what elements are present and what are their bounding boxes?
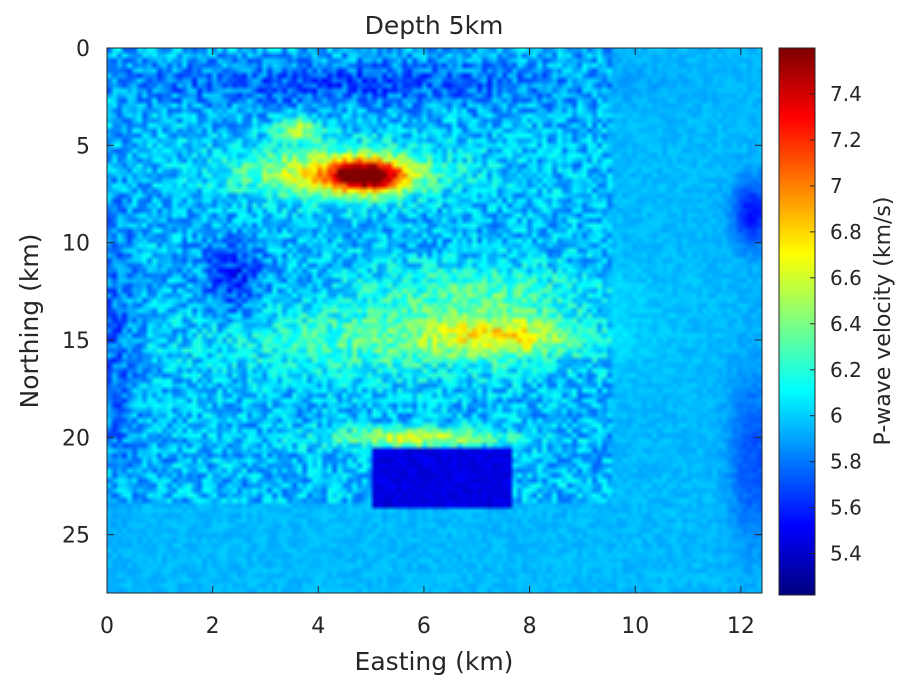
colorbar-tick-label: 7.4	[830, 82, 862, 106]
colorbar: 5.4 5.6 5.8 6 6.2 6.4 6.6 6.8 7 7.2 7.4	[778, 47, 862, 596]
y-tick-label: 0	[76, 37, 90, 62]
colorbar-tick-label: 6.2	[830, 358, 862, 382]
colorbar-tick-label: 6.8	[830, 220, 862, 244]
colorbar-tick-label: 6	[830, 404, 843, 428]
y-tick-label: 20	[62, 426, 90, 451]
colorbar-gradient	[779, 48, 815, 595]
x-axis: 0 2 4 6 8 10 12	[100, 48, 755, 639]
colorbar-tick-label: 6.6	[830, 266, 862, 290]
y-tick-label: 5	[76, 134, 90, 159]
x-tick-label: 0	[100, 614, 114, 639]
colorbar-ticks: 5.4 5.6 5.8 6 6.2 6.4 6.6 6.8 7 7.2 7.4	[810, 82, 862, 566]
x-tick-label: 8	[523, 614, 537, 639]
colorbar-tick-label: 7	[830, 174, 843, 198]
plot-frame	[106, 47, 763, 594]
heatmap-image	[107, 48, 762, 593]
colorbar-label: P-wave velocity (km/s)	[871, 197, 896, 446]
x-tick-label: 10	[621, 614, 649, 639]
y-axis-label: Northing (km)	[15, 234, 44, 409]
colorbar-tick-label: 5.6	[830, 496, 862, 520]
x-tick-label: 4	[311, 614, 325, 639]
x-tick-label: 6	[417, 614, 431, 639]
y-tick-label: 10	[62, 232, 90, 257]
colorbar-tick-label: 5.8	[830, 450, 862, 474]
x-axis-label: Easting (km)	[355, 647, 514, 676]
colorbar-tick-label: 7.2	[830, 128, 862, 152]
heatmap-plot-area	[106, 47, 763, 594]
colorbar-frame	[778, 47, 816, 596]
chart-title: Depth 5km	[365, 11, 504, 40]
y-tick-label: 15	[62, 329, 90, 354]
x-tick-label: 2	[206, 614, 220, 639]
y-tick-label: 25	[62, 524, 90, 549]
y-axis: 0 5 10 15 20 25	[62, 37, 762, 549]
x-tick-label: 12	[727, 614, 755, 639]
colorbar-tick-label: 6.4	[830, 312, 862, 336]
colorbar-tick-label: 5.4	[830, 542, 862, 566]
